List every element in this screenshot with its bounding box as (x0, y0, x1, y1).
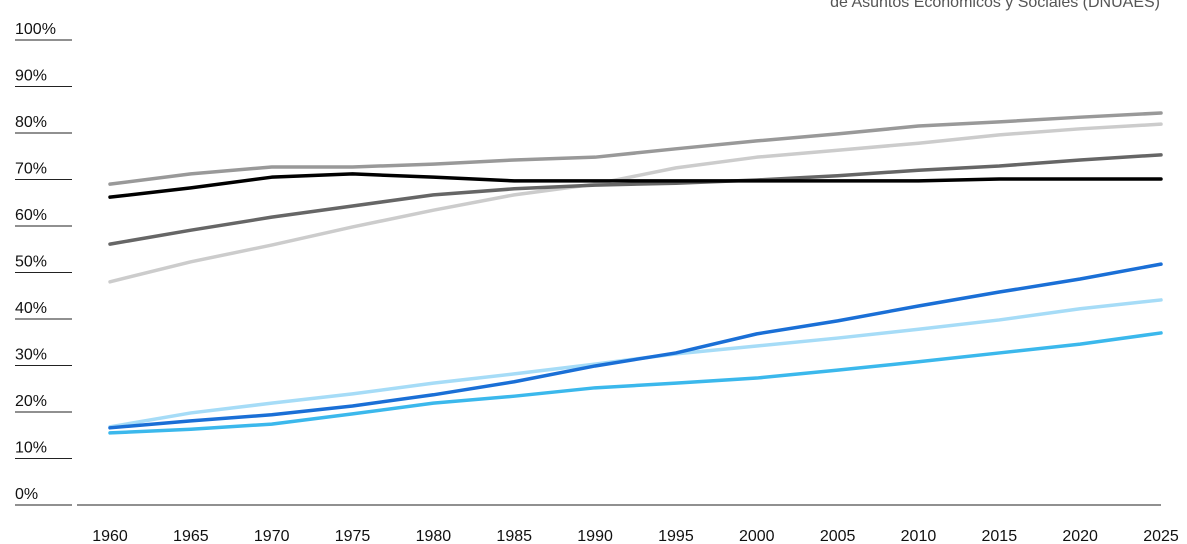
y-tick-label: 0% (15, 486, 38, 503)
x-tick-label: 1990 (577, 528, 613, 544)
series-line (108, 298, 1163, 429)
series-line (108, 111, 1163, 186)
series-line (108, 262, 1163, 430)
series-line (108, 122, 1163, 284)
y-tick-label: 20% (15, 393, 47, 410)
x-tick-label: 1975 (335, 528, 371, 544)
y-tick-label: 80% (15, 114, 47, 131)
y-tick-label: 40% (15, 300, 47, 317)
series-line (108, 153, 1163, 246)
x-tick-label: 1995 (658, 528, 694, 544)
x-tick-label: 2015 (982, 528, 1018, 544)
y-tick-label: 50% (15, 254, 47, 271)
y-tick-label: 10% (15, 440, 47, 457)
x-tick-label: 1965 (173, 528, 209, 544)
y-tick-label: 30% (15, 347, 47, 364)
series-line (108, 331, 1163, 435)
y-tick-label: 90% (15, 68, 47, 85)
x-tick-label: 2000 (739, 528, 775, 544)
x-tick-label: 2005 (820, 528, 856, 544)
x-tick-label: 2025 (1143, 528, 1179, 544)
x-tick-label: 1980 (416, 528, 452, 544)
x-tick-label: 2020 (1062, 528, 1098, 544)
series-line (108, 172, 1163, 199)
x-tick-label: 1960 (92, 528, 128, 544)
y-tick-label: 100% (15, 21, 56, 38)
source-note: de Asuntos Económicos y Sociales (DNUAES… (830, 0, 1160, 11)
x-tick-label: 1985 (496, 528, 532, 544)
y-tick-label: 70% (15, 161, 47, 178)
x-tick-label: 1970 (254, 528, 290, 544)
y-tick-label: 60% (15, 207, 47, 224)
x-tick-label: 2010 (901, 528, 937, 544)
